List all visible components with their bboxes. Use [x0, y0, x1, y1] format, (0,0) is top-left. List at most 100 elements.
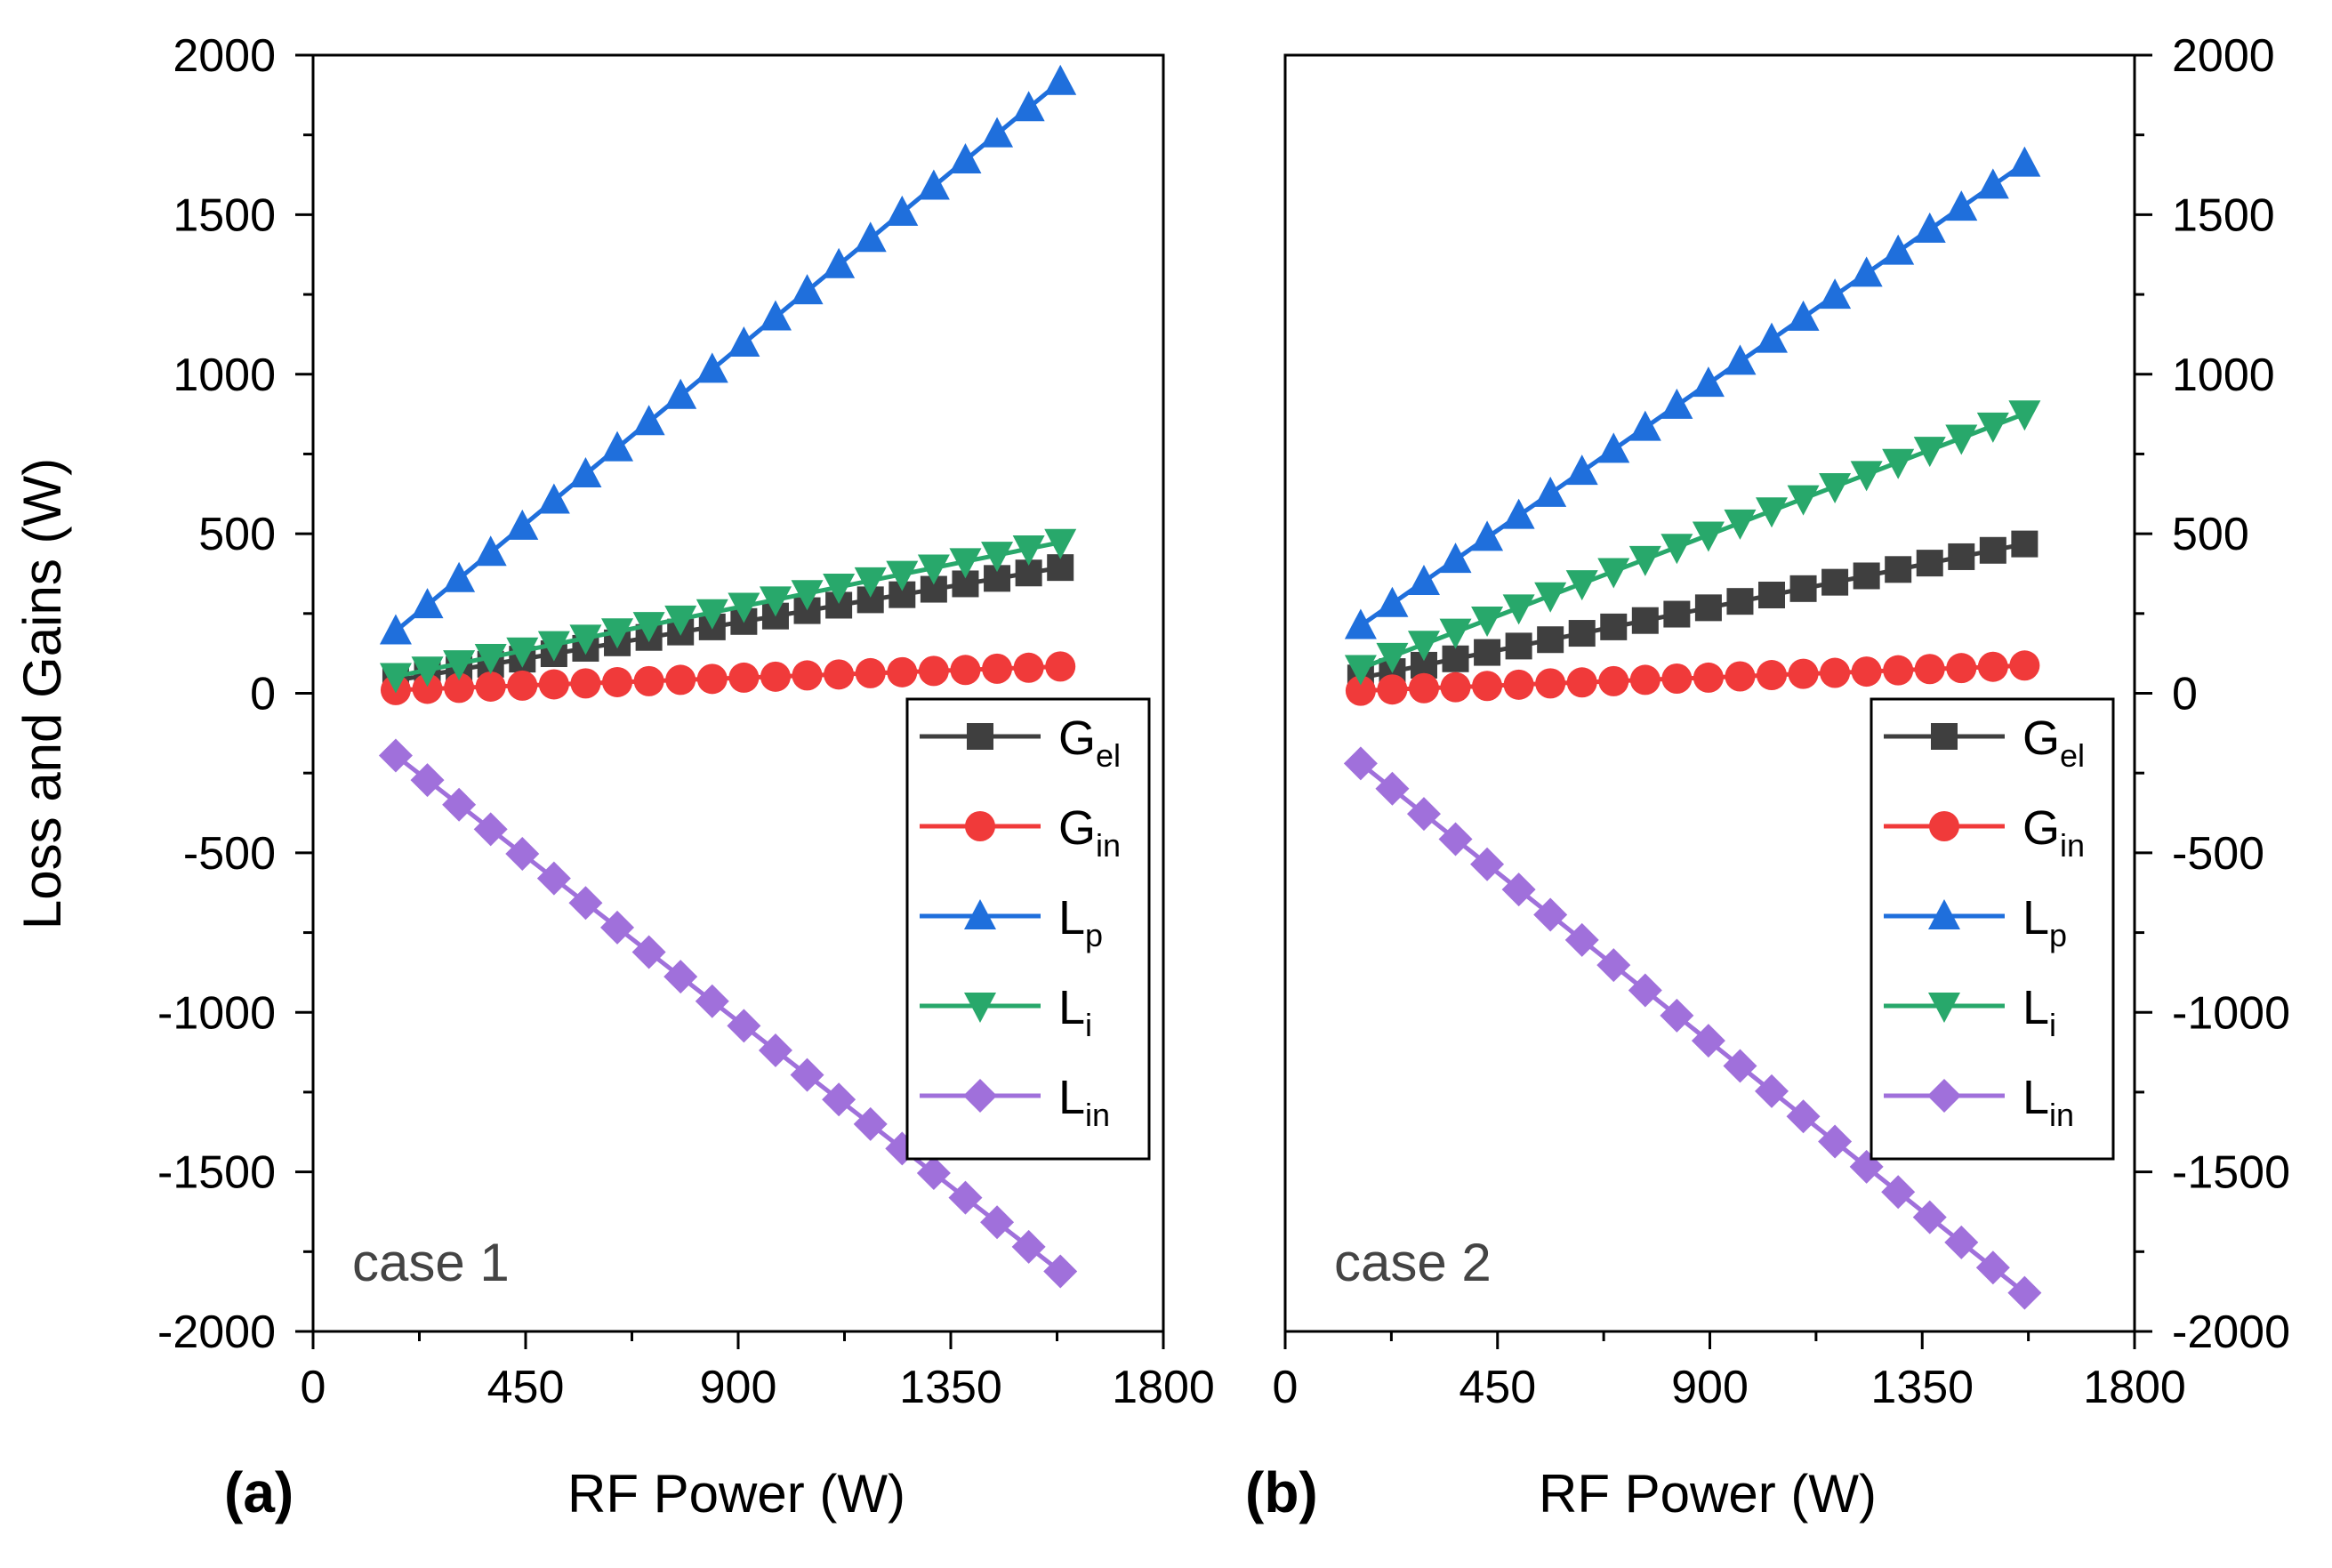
- panel-a-gin-point: [475, 671, 506, 702]
- panel-b-legend-label: Li: [2022, 981, 2056, 1043]
- panel-a-legend-swatch-marker: [964, 993, 996, 1023]
- panel-b-lp-point: [1471, 520, 1504, 551]
- panel-a-x-tick-label: 0: [301, 1362, 326, 1413]
- panel-a-lin-point: [727, 1009, 761, 1043]
- panel-b-gel-point: [1663, 600, 1691, 628]
- panel-b-li-point: [1628, 545, 1661, 576]
- panel-a-legend-label: Lin: [1058, 1071, 1110, 1133]
- panel-b-lin-point: [1975, 1250, 2010, 1285]
- panel-b-li-point: [1661, 534, 1693, 565]
- panel-a-lin-point: [853, 1106, 888, 1141]
- panel-a-lin-point: [631, 935, 666, 969]
- panel-a-gin-point: [887, 656, 918, 688]
- panel-a-lin-point: [410, 763, 445, 798]
- panel-b-li-point: [1439, 618, 1472, 649]
- panel-b-lin-point: [1944, 1225, 1979, 1259]
- panel-b-gin-point: [1946, 653, 1977, 684]
- panel-a-series-lin: [378, 738, 1078, 1289]
- panel-a-li-point: [823, 574, 856, 605]
- panel-a-gin-point: [982, 653, 1013, 684]
- panel-b-lin-point: [1375, 771, 1410, 806]
- panel-a-lp-point: [537, 483, 570, 514]
- legend-label-base: L: [1058, 981, 1085, 1034]
- panel-a-lin-point: [758, 1033, 792, 1067]
- panel-a-gin-point: [665, 664, 696, 696]
- panel-a-legend-label: Gel: [1058, 712, 1121, 774]
- panel-a-y-tick-label: -2000: [157, 1307, 276, 1358]
- panel-a-y-tick-label: 1000: [173, 350, 276, 401]
- panel-b-li-point: [1471, 606, 1504, 637]
- panel-a-series-lp: [379, 64, 1077, 645]
- panel-a-lp-point: [443, 561, 476, 592]
- panel-b-case-label: case 2: [1334, 1233, 1492, 1292]
- panel-a-li-point: [949, 548, 982, 579]
- panel-a-li-point: [696, 599, 728, 630]
- panel-a-lin-point: [948, 1180, 983, 1215]
- panel-b-lp-point: [1787, 300, 1820, 331]
- panel-a-lp-point: [569, 457, 602, 488]
- panel-b-gin-point: [1598, 665, 1629, 696]
- panel-a-lp-point: [506, 509, 539, 540]
- legend-label-subscript: in: [1096, 827, 1121, 864]
- panel-b-legend-item: Gel: [1884, 712, 2085, 774]
- panel-b-lp-point: [1344, 608, 1377, 639]
- legend-label-subscript: el: [1096, 737, 1121, 774]
- panel-b-lp-point: [1661, 388, 1693, 419]
- panel-a-legend-swatch-marker: [967, 723, 993, 750]
- panel-a-li-point: [728, 592, 760, 623]
- panel-b-gin-point: [1661, 663, 1693, 694]
- panel-a-y-tick-label: -1500: [157, 1147, 276, 1199]
- panel-a-legend-item: Li: [920, 981, 1092, 1043]
- panel-a-series-gel-line: [395, 565, 1061, 683]
- panel-a-legend-item: Gel: [920, 712, 1121, 774]
- panel-b-legend-swatch-marker: [1929, 811, 1959, 841]
- panel-b-gin-point: [1820, 657, 1851, 688]
- y-axis-title: Loss and Gains (W): [12, 458, 72, 929]
- panel-b-lin-point: [2007, 1275, 2042, 1310]
- panel-b-lin-point: [1881, 1175, 1916, 1210]
- panel-b-lp-point: [1976, 168, 2009, 199]
- panel-a-li-point: [791, 580, 824, 611]
- panel-b-tag: (b): [1245, 1460, 1318, 1524]
- panel-b-gin-point: [1566, 667, 1597, 698]
- panel-b-gin-point: [1440, 671, 1471, 703]
- panel-b-gin-point: [1977, 651, 2008, 682]
- panel-b-lin-point: [1818, 1124, 1853, 1159]
- panel-b-lin-point: [1501, 872, 1536, 907]
- panel-a-series-lin-line: [394, 753, 1062, 1274]
- legend-label-subscript: i: [1085, 1007, 1092, 1043]
- panel-a-y-tick-label: -1000: [157, 987, 276, 1039]
- panel-b-gel-point: [1979, 536, 2006, 564]
- panel-a-series-gin-line: [395, 663, 1061, 693]
- panel-a-lin-point: [822, 1082, 856, 1117]
- panel-b-li-point: [1913, 437, 1946, 468]
- panel-b-legend-label: Gel: [2022, 712, 2085, 774]
- panel-b-li-point: [1407, 631, 1440, 662]
- legend-label-subscript: p: [2049, 917, 2067, 953]
- panel-b-series-gel: [1347, 530, 2038, 692]
- panel-b-series-lp: [1344, 146, 2041, 639]
- panel-b-li-point: [1724, 509, 1757, 540]
- legend-label-subscript: p: [1085, 917, 1103, 953]
- panel-b-legend-box: [1870, 697, 2115, 1161]
- panel-b-series-lin: [1343, 746, 2042, 1310]
- panel-a-li-point: [379, 663, 412, 694]
- panel-b-lin-point: [1470, 847, 1505, 881]
- panel-b-y-tick-label: -500: [2172, 828, 2264, 880]
- panel-b-gel-point: [1474, 639, 1501, 666]
- panel-b-li-point: [1565, 570, 1598, 601]
- panel-a-x-tick-label: 1350: [899, 1362, 1002, 1413]
- panel-b-gel-point: [1631, 607, 1659, 634]
- panel-b-li-point: [1692, 521, 1725, 552]
- panel-b-y-tick-label: -1000: [2172, 987, 2290, 1039]
- panel-a-gin-point: [444, 672, 475, 704]
- panel-a-gin-point: [602, 666, 633, 697]
- panel-a-lin-point: [378, 738, 413, 773]
- panel-a-lp-point: [949, 143, 982, 174]
- panel-b-lin-point: [1786, 1099, 1821, 1134]
- panel-b-lin-point: [1912, 1200, 1947, 1234]
- panel-b-gin-point: [1725, 661, 1756, 692]
- panel-a-lin-point: [473, 812, 508, 847]
